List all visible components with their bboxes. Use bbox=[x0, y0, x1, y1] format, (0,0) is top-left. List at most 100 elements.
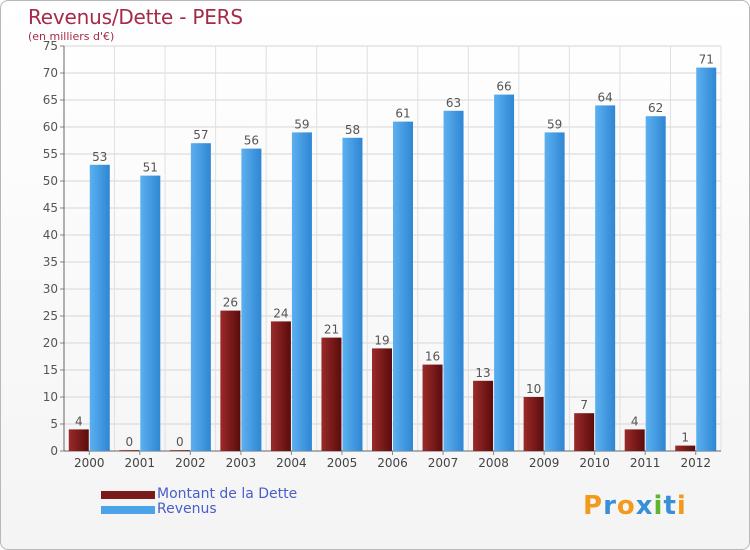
y-tick-label: 60 bbox=[43, 120, 58, 134]
legend-swatch-revenue bbox=[101, 506, 155, 514]
bar-debt bbox=[321, 337, 342, 451]
y-tick-label: 30 bbox=[43, 282, 58, 296]
value-label-revenue: 71 bbox=[699, 53, 714, 67]
bar-revenue bbox=[696, 67, 717, 451]
x-tick-label: 2003 bbox=[226, 456, 257, 470]
value-label-debt: 10 bbox=[526, 382, 541, 396]
bars bbox=[68, 67, 717, 452]
bar-debt bbox=[270, 321, 291, 451]
value-label-debt: 21 bbox=[324, 323, 339, 337]
y-tick-label: 35 bbox=[43, 255, 58, 269]
value-label-revenue: 57 bbox=[193, 128, 208, 142]
bar-debt bbox=[574, 413, 595, 451]
value-label-debt: 0 bbox=[176, 435, 184, 449]
value-label-revenue: 63 bbox=[446, 96, 461, 110]
logo-letter: o bbox=[616, 491, 636, 521]
x-tick-label: 2008 bbox=[478, 456, 509, 470]
y-tick-label: 65 bbox=[43, 93, 58, 107]
logo-letter: t bbox=[663, 491, 677, 521]
x-tick-label: 2011 bbox=[630, 456, 661, 470]
labels: 0510152025303540455055606570754532000051… bbox=[43, 39, 714, 470]
logo-letter: x bbox=[635, 491, 654, 521]
y-tick-label: 10 bbox=[43, 390, 58, 404]
y-tick-label: 70 bbox=[43, 66, 58, 80]
bar-debt bbox=[675, 445, 696, 451]
value-label-debt: 19 bbox=[374, 333, 389, 347]
x-tick-label: 2002 bbox=[175, 456, 206, 470]
logo-letter: i bbox=[676, 491, 687, 521]
bar-debt bbox=[372, 348, 392, 451]
y-tick-label: 15 bbox=[43, 363, 58, 377]
y-tick-label: 20 bbox=[43, 336, 58, 350]
bar-revenue bbox=[342, 137, 363, 452]
value-label-debt: 4 bbox=[75, 414, 83, 428]
value-label-revenue: 59 bbox=[547, 117, 562, 131]
value-label-debt: 1 bbox=[681, 431, 689, 445]
y-tick-label: 55 bbox=[43, 147, 58, 161]
value-label-debt: 26 bbox=[223, 296, 238, 310]
value-label-revenue: 62 bbox=[648, 101, 663, 115]
x-tick-label: 2005 bbox=[327, 456, 358, 470]
bar-revenue bbox=[140, 175, 161, 451]
y-tick-label: 50 bbox=[43, 174, 58, 188]
value-label-revenue: 56 bbox=[244, 134, 259, 148]
grid-lines bbox=[63, 45, 722, 452]
y-tick-label: 75 bbox=[43, 39, 58, 53]
bar-revenue bbox=[443, 110, 464, 452]
x-tick-label: 2004 bbox=[276, 456, 307, 470]
bar-revenue bbox=[89, 164, 110, 452]
bar-revenue bbox=[241, 148, 262, 451]
x-tick-label: 2010 bbox=[579, 456, 610, 470]
chart-title: Revenus/Dette - PERS bbox=[28, 5, 243, 29]
x-tick-label: 2001 bbox=[125, 456, 156, 470]
bar-revenue bbox=[494, 94, 515, 451]
bar-revenue bbox=[190, 143, 211, 451]
value-label-debt: 7 bbox=[580, 398, 588, 412]
bar-debt bbox=[624, 429, 645, 451]
value-label-revenue: 58 bbox=[345, 123, 360, 137]
y-tick-label: 25 bbox=[43, 309, 58, 323]
bar-revenue bbox=[393, 121, 413, 451]
value-label-revenue: 59 bbox=[294, 117, 309, 131]
bar-debt bbox=[169, 450, 190, 451]
x-tick-label: 2009 bbox=[529, 456, 560, 470]
legend-label-revenue: Revenus bbox=[157, 501, 217, 517]
bar-revenue bbox=[595, 105, 616, 452]
value-label-debt: 24 bbox=[273, 306, 288, 320]
value-label-revenue: 61 bbox=[395, 107, 410, 121]
legend-label-debt: Montant de la Dette bbox=[157, 486, 298, 502]
value-label-debt: 13 bbox=[475, 366, 490, 380]
bar-debt bbox=[119, 450, 140, 451]
bar-debt bbox=[68, 429, 89, 451]
bar-debt bbox=[422, 364, 443, 451]
value-label-revenue: 64 bbox=[598, 90, 613, 104]
chart-subtitle: (en milliers d'€) bbox=[28, 30, 115, 43]
logo-letter: i bbox=[653, 491, 664, 521]
y-tick-label: 5 bbox=[50, 417, 58, 431]
logo-letter: r bbox=[603, 491, 617, 521]
bar-debt bbox=[220, 310, 241, 451]
value-label-revenue: 51 bbox=[143, 161, 158, 175]
value-label-debt: 4 bbox=[631, 414, 639, 428]
bar-debt bbox=[523, 397, 544, 451]
x-tick-label: 2006 bbox=[377, 456, 408, 470]
value-label-revenue: 53 bbox=[92, 150, 107, 164]
legend-swatch-debt bbox=[101, 491, 155, 499]
x-tick-label: 2007 bbox=[428, 456, 459, 470]
proxiti-logo: Proxiti bbox=[583, 491, 687, 521]
value-label-debt: 0 bbox=[125, 435, 133, 449]
y-tick-label: 40 bbox=[43, 228, 58, 242]
y-tick-label: 45 bbox=[43, 201, 58, 215]
bar-revenue bbox=[544, 132, 565, 451]
bar-revenue bbox=[645, 116, 666, 451]
x-tick-label: 2012 bbox=[680, 456, 711, 470]
value-label-debt: 16 bbox=[425, 350, 440, 364]
bar-debt bbox=[473, 380, 494, 451]
x-tick-label: 2000 bbox=[74, 456, 105, 470]
value-label-revenue: 66 bbox=[496, 80, 511, 94]
y-tick-label: 0 bbox=[50, 444, 58, 458]
bar-revenue bbox=[291, 132, 312, 451]
logo-letter: P bbox=[583, 491, 604, 521]
